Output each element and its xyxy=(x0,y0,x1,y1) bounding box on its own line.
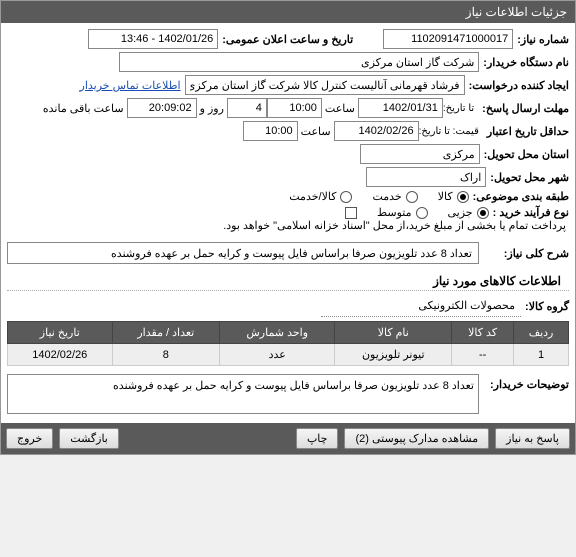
th-code: کد کالا xyxy=(452,322,514,344)
city-label: شهر محل تحویل: xyxy=(486,171,569,184)
remain-time[interactable] xyxy=(127,98,197,118)
exit-button[interactable]: خروج xyxy=(6,428,53,449)
deadline-label: مهلت ارسال پاسخ: xyxy=(478,102,569,115)
deadline-date[interactable] xyxy=(358,98,443,118)
radio-motavaset[interactable]: متوسط xyxy=(377,206,428,219)
buyer-label: نام دستگاه خریدار: xyxy=(479,56,569,69)
need-no-label: شماره نیاز: xyxy=(513,33,569,46)
th-unit: واحد شمارش xyxy=(220,322,335,344)
print-button[interactable]: چاپ xyxy=(296,428,339,449)
buyer-field[interactable] xyxy=(119,52,479,72)
radio-dot-icon xyxy=(340,191,352,203)
form-body: شماره نیاز: تاریخ و ساعت اعلان عمومی: نا… xyxy=(1,23,575,423)
th-name: نام کالا xyxy=(335,322,452,344)
reply-button[interactable]: پاسخ به نیاز xyxy=(495,428,570,449)
th-qty: تعداد / مقدار xyxy=(112,322,219,344)
th-row: ردیف xyxy=(514,322,569,344)
days-field[interactable] xyxy=(227,98,267,118)
radio-dot-icon xyxy=(457,191,469,203)
province-label: استان محل تحویل: xyxy=(480,148,569,161)
group-label: گروه کالا: xyxy=(521,300,569,313)
radio-khadamat[interactable]: خدمت xyxy=(372,190,417,203)
buyer-desc-label: توضیحات خریدار: xyxy=(479,374,569,391)
deadline-time[interactable] xyxy=(267,98,322,118)
deadline-sub: تا تاریخ: xyxy=(443,103,478,114)
valid-time[interactable] xyxy=(243,121,298,141)
radio-both[interactable]: کالا/خدمت xyxy=(289,190,352,203)
announce-field[interactable] xyxy=(88,29,218,49)
cell-qty: 8 xyxy=(112,344,219,366)
goods-section-title: اطلاعات کالاهای مورد نیاز xyxy=(7,268,569,291)
time-label-1: ساعت xyxy=(322,102,358,115)
pay-checkbox[interactable] xyxy=(345,207,357,219)
subject-class-label: طبقه بندی موضوعی: xyxy=(469,190,569,203)
cell-code: -- xyxy=(452,344,514,366)
remain-label: ساعت باقی مانده xyxy=(40,102,127,115)
pay-note: پرداخت تمام یا بخشی از مبلغ خرید،از محل … xyxy=(220,219,569,232)
attachments-button[interactable]: مشاهده مدارک پیوستی (2) xyxy=(344,428,489,449)
contact-link[interactable]: اطلاعات تماس خریدار xyxy=(76,79,185,92)
valid-sub: قیمت: تا تاریخ: xyxy=(419,126,483,137)
radio-dot-icon xyxy=(477,207,489,219)
footer-bar: پاسخ به نیاز مشاهده مدارک پیوستی (2) چاپ… xyxy=(1,423,575,454)
radio-dot-icon xyxy=(406,191,418,203)
summary-field[interactable]: تعداد 8 عدد تلویزیون صرفا براساس فایل پی… xyxy=(7,242,479,264)
valid-label: حداقل تاریخ اعتبار xyxy=(483,125,569,138)
city-field[interactable] xyxy=(366,167,486,187)
valid-date[interactable] xyxy=(334,121,419,141)
table-header-row: ردیف کد کالا نام کالا واحد شمارش تعداد /… xyxy=(8,322,569,344)
creator-field[interactable] xyxy=(185,75,465,95)
radio-jozi[interactable]: جزیی xyxy=(448,206,489,219)
radio-kala[interactable]: کالا xyxy=(438,190,469,203)
day-label: روز و xyxy=(197,102,227,115)
buyer-desc-box[interactable]: تعداد 8 عدد تلویزیون صرفا براساس فایل پی… xyxy=(7,374,479,414)
creator-label: ایجاد کننده درخواست: xyxy=(465,79,569,92)
announce-label: تاریخ و ساعت اعلان عمومی: xyxy=(218,33,353,46)
table-row[interactable]: 1 -- تیونر تلویزیون عدد 8 1402/02/26 xyxy=(8,344,569,366)
time-label-2: ساعت xyxy=(298,125,334,138)
back-button[interactable]: بازگشت xyxy=(59,428,119,449)
summary-label: شرح کلی نیاز: xyxy=(479,247,569,260)
cell-date: 1402/02/26 xyxy=(8,344,113,366)
need-no-field[interactable] xyxy=(383,29,513,49)
goods-table: ردیف کد کالا نام کالا واحد شمارش تعداد /… xyxy=(7,321,569,366)
cell-row: 1 xyxy=(514,344,569,366)
cell-unit: عدد xyxy=(220,344,335,366)
th-date: تاریخ نیاز xyxy=(8,322,113,344)
province-field[interactable] xyxy=(360,144,480,164)
buy-type-label: نوع فرآیند خرید : xyxy=(489,206,569,219)
details-panel: جزئیات اطلاعات نیاز شماره نیاز: تاریخ و … xyxy=(0,0,576,455)
cell-name: تیونر تلویزیون xyxy=(335,344,452,366)
group-field: محصولات الکترونیکی xyxy=(321,295,521,317)
radio-dot-icon xyxy=(416,207,428,219)
panel-title: جزئیات اطلاعات نیاز xyxy=(1,1,575,23)
